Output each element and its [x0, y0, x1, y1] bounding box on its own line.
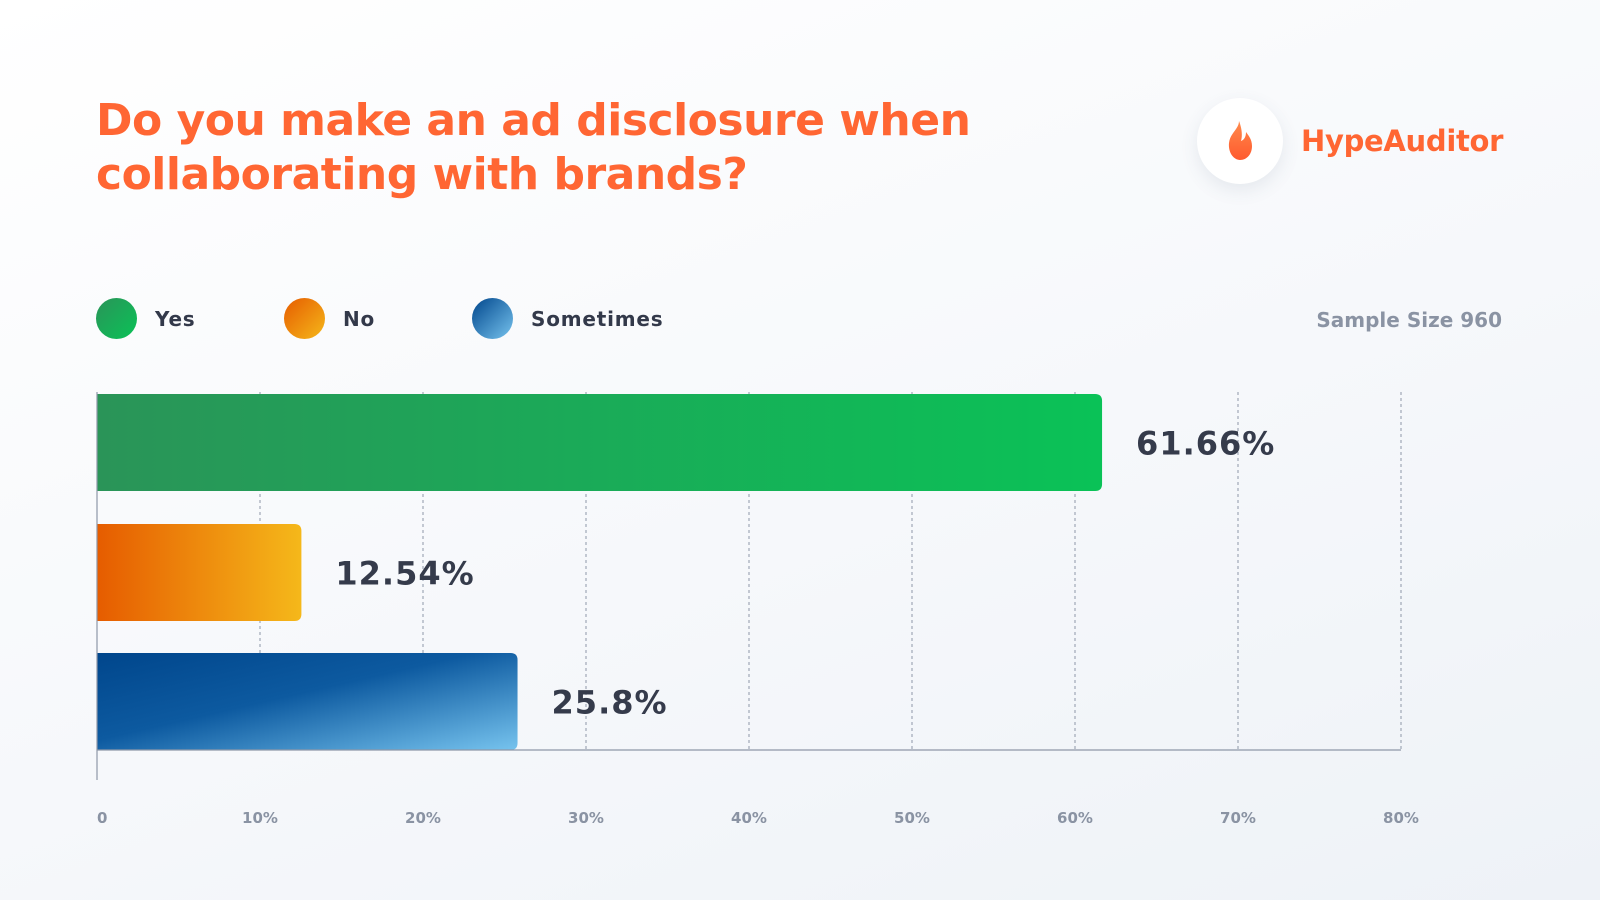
brand: HypeAuditor: [1197, 98, 1503, 184]
value-label-sometimes: 25.8%: [552, 684, 668, 722]
x-tick-label: 80%: [1383, 809, 1419, 827]
bar-yes: [97, 394, 1103, 491]
x-tick-label: 10%: [242, 809, 278, 827]
legend-swatch-sometimes: [472, 298, 513, 339]
x-tick-label: 30%: [568, 809, 604, 827]
x-tick-label: 50%: [894, 809, 930, 827]
legend-item-no: No: [284, 298, 472, 339]
x-tick-label: 0: [97, 809, 107, 827]
flame-icon: [1228, 121, 1252, 160]
legend-swatch-no: [284, 298, 325, 339]
value-label-yes: 61.66%: [1136, 425, 1275, 463]
chart-title: Do you make an ad disclosure when collab…: [96, 95, 971, 200]
bars: [97, 394, 1103, 750]
legend-item-yes: Yes: [96, 298, 284, 339]
legend-item-sometimes: Sometimes: [472, 298, 663, 339]
brand-name: HypeAuditor: [1301, 124, 1504, 158]
legend: Yes No Sometimes: [96, 298, 663, 339]
value-labels: 61.66% 12.54% 25.8%: [335, 425, 1275, 722]
x-tick-label: 60%: [1057, 809, 1093, 827]
x-tick-label: 40%: [731, 809, 767, 827]
value-label-no: 12.54%: [335, 555, 474, 593]
legend-label-sometimes: Sometimes: [531, 306, 664, 331]
x-tick-label: 70%: [1220, 809, 1256, 827]
sample-size: Sample Size 960: [1316, 308, 1502, 332]
legend-swatch-yes: [96, 298, 137, 339]
bar-no: [97, 524, 302, 621]
x-axis: 0 10% 20% 30% 40% 50% 60% 70% 80%: [96, 392, 1419, 827]
legend-label-no: No: [343, 306, 376, 331]
x-tick-label: 20%: [405, 809, 441, 827]
brand-logo: [1197, 98, 1283, 184]
bar-sometimes: [97, 653, 518, 750]
legend-label-yes: Yes: [155, 306, 196, 331]
